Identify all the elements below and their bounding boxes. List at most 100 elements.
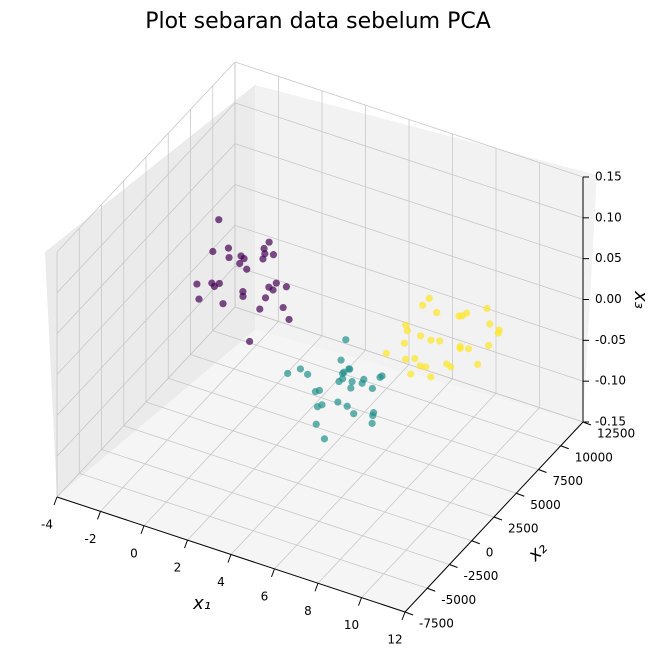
- grid-line: [56, 306, 236, 498]
- point: [209, 247, 217, 256]
- point: [236, 259, 244, 268]
- y-tick-label: -2500: [464, 569, 499, 583]
- point: [378, 372, 386, 380]
- point: [318, 401, 326, 409]
- x-tick: [227, 554, 232, 563]
- point: [219, 300, 227, 308]
- point: [311, 388, 320, 396]
- z-tick-label: -0.15: [595, 415, 626, 429]
- z-tick-label: 0.10: [595, 210, 622, 224]
- grid-line: [56, 184, 236, 375]
- y-tick: [493, 516, 503, 521]
- point: [402, 355, 410, 363]
- x-tick-label: 4: [217, 575, 225, 589]
- point: [433, 308, 441, 317]
- x-tick-label: -4: [41, 518, 53, 532]
- grid-line: [234, 102, 584, 219]
- point: [483, 304, 491, 313]
- point: [195, 295, 203, 303]
- x-tick-label: -2: [85, 532, 97, 546]
- y-tick: [449, 564, 458, 568]
- x-tick-label: 0: [130, 546, 138, 560]
- x-tick-label: 2: [174, 561, 182, 575]
- point: [304, 370, 312, 378]
- x-tick-label: 10: [344, 618, 359, 632]
- point: [265, 238, 273, 246]
- point: [486, 320, 494, 328]
- grid-line: [101, 449, 450, 565]
- y-tick: [471, 540, 480, 545]
- x-tick: [97, 511, 101, 520]
- x-tick: [184, 539, 188, 549]
- grid-line: [56, 225, 236, 416]
- z-axis-label: x₃: [630, 290, 648, 309]
- chart-title: Plot sebaran data sebelum PCA: [145, 9, 491, 34]
- point: [455, 312, 463, 320]
- point: [368, 419, 376, 427]
- x-tick-label: 12: [387, 633, 402, 647]
- point: [427, 336, 435, 344]
- y-tick-label: 2500: [508, 522, 539, 536]
- grid-line: [123, 425, 472, 542]
- y-tick-label: -7500: [419, 617, 454, 631]
- point: [337, 356, 345, 364]
- pane-left: [45, 85, 255, 497]
- point: [369, 411, 377, 420]
- y-tick-label: -5000: [441, 593, 476, 607]
- point: [342, 336, 350, 344]
- x-tick: [401, 611, 406, 621]
- grid-line: [168, 377, 517, 494]
- grid-line: [56, 143, 236, 334]
- grid-line: [234, 61, 584, 178]
- point: [419, 301, 427, 309]
- point: [411, 354, 419, 363]
- y-tick: [427, 587, 436, 592]
- panes: [45, 85, 597, 612]
- y-tick-label: 12500: [597, 427, 635, 441]
- point: [320, 435, 329, 443]
- x-tick: [314, 583, 319, 592]
- pane-floor: [57, 330, 583, 612]
- pane-right: [255, 85, 597, 422]
- point: [346, 365, 354, 373]
- point: [402, 321, 410, 329]
- y-axis-label: x₂: [523, 538, 551, 566]
- grid-line: [56, 265, 236, 457]
- point: [269, 286, 277, 294]
- point: [210, 282, 219, 291]
- grid-line: [79, 472, 428, 589]
- y-tick: [404, 611, 414, 616]
- point: [256, 305, 264, 313]
- y-tick-label: 5000: [530, 498, 561, 512]
- point: [360, 375, 368, 383]
- point: [260, 244, 268, 253]
- point: [347, 384, 355, 392]
- point: [456, 342, 464, 351]
- z-tick-label: 0.15: [595, 170, 622, 184]
- grid-line: [56, 102, 236, 294]
- point: [272, 279, 280, 287]
- point: [339, 375, 347, 383]
- grid-line: [234, 184, 584, 300]
- point: [350, 410, 358, 418]
- x-tick: [53, 496, 58, 506]
- x-tick: [358, 597, 362, 606]
- x-tick: [271, 568, 275, 578]
- y-tick-label: 7500: [553, 474, 584, 488]
- point: [237, 252, 245, 260]
- point: [239, 292, 247, 301]
- z-tick-label: 0.00: [595, 292, 622, 306]
- point: [334, 398, 342, 406]
- point: [436, 337, 444, 345]
- point: [261, 294, 270, 302]
- z-tick-label: -0.05: [595, 333, 626, 347]
- z-tick-label: -0.10: [595, 374, 626, 388]
- point: [246, 337, 254, 346]
- point: [407, 370, 415, 378]
- grid-line: [212, 330, 561, 447]
- y-tick-label: 10000: [575, 450, 613, 464]
- point: [279, 303, 287, 312]
- point: [312, 420, 320, 428]
- point: [243, 265, 251, 273]
